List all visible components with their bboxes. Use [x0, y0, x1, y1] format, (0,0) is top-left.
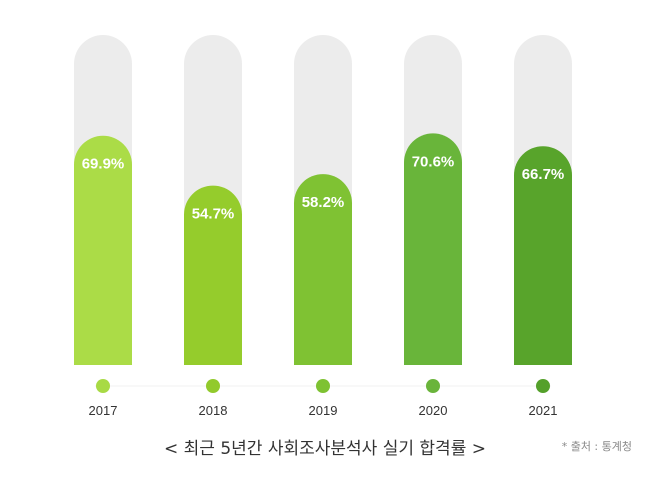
year-dot-2021	[536, 379, 550, 393]
bar-2018	[184, 185, 242, 365]
tick-label-2020: 2020	[419, 403, 448, 418]
bar-2021	[514, 146, 572, 365]
tick-label-2018: 2018	[199, 403, 228, 418]
tick-label-2021: 2021	[529, 403, 558, 418]
data-label-2018: 54.7%	[192, 206, 235, 223]
data-label-2020: 70.6%	[412, 153, 455, 170]
data-label-2019: 58.2%	[302, 194, 345, 211]
source-note: * 출처 : 통계청	[561, 440, 632, 453]
year-dot-2020	[426, 379, 440, 393]
year-dot-2019	[316, 379, 330, 393]
year-dot-2017	[96, 379, 110, 393]
bar-2019	[294, 174, 352, 365]
tick-label-2019: 2019	[309, 403, 338, 418]
year-dot-2018	[206, 379, 220, 393]
data-label-2017: 69.9%	[82, 156, 125, 173]
bar-2017	[74, 135, 132, 365]
bar-2020	[404, 133, 462, 365]
chart-title: < 최근 5년간 사회조사분석사 실기 합격률 >	[164, 439, 486, 459]
tick-label-2017: 2017	[89, 403, 118, 418]
data-label-2021: 66.7%	[522, 166, 565, 183]
